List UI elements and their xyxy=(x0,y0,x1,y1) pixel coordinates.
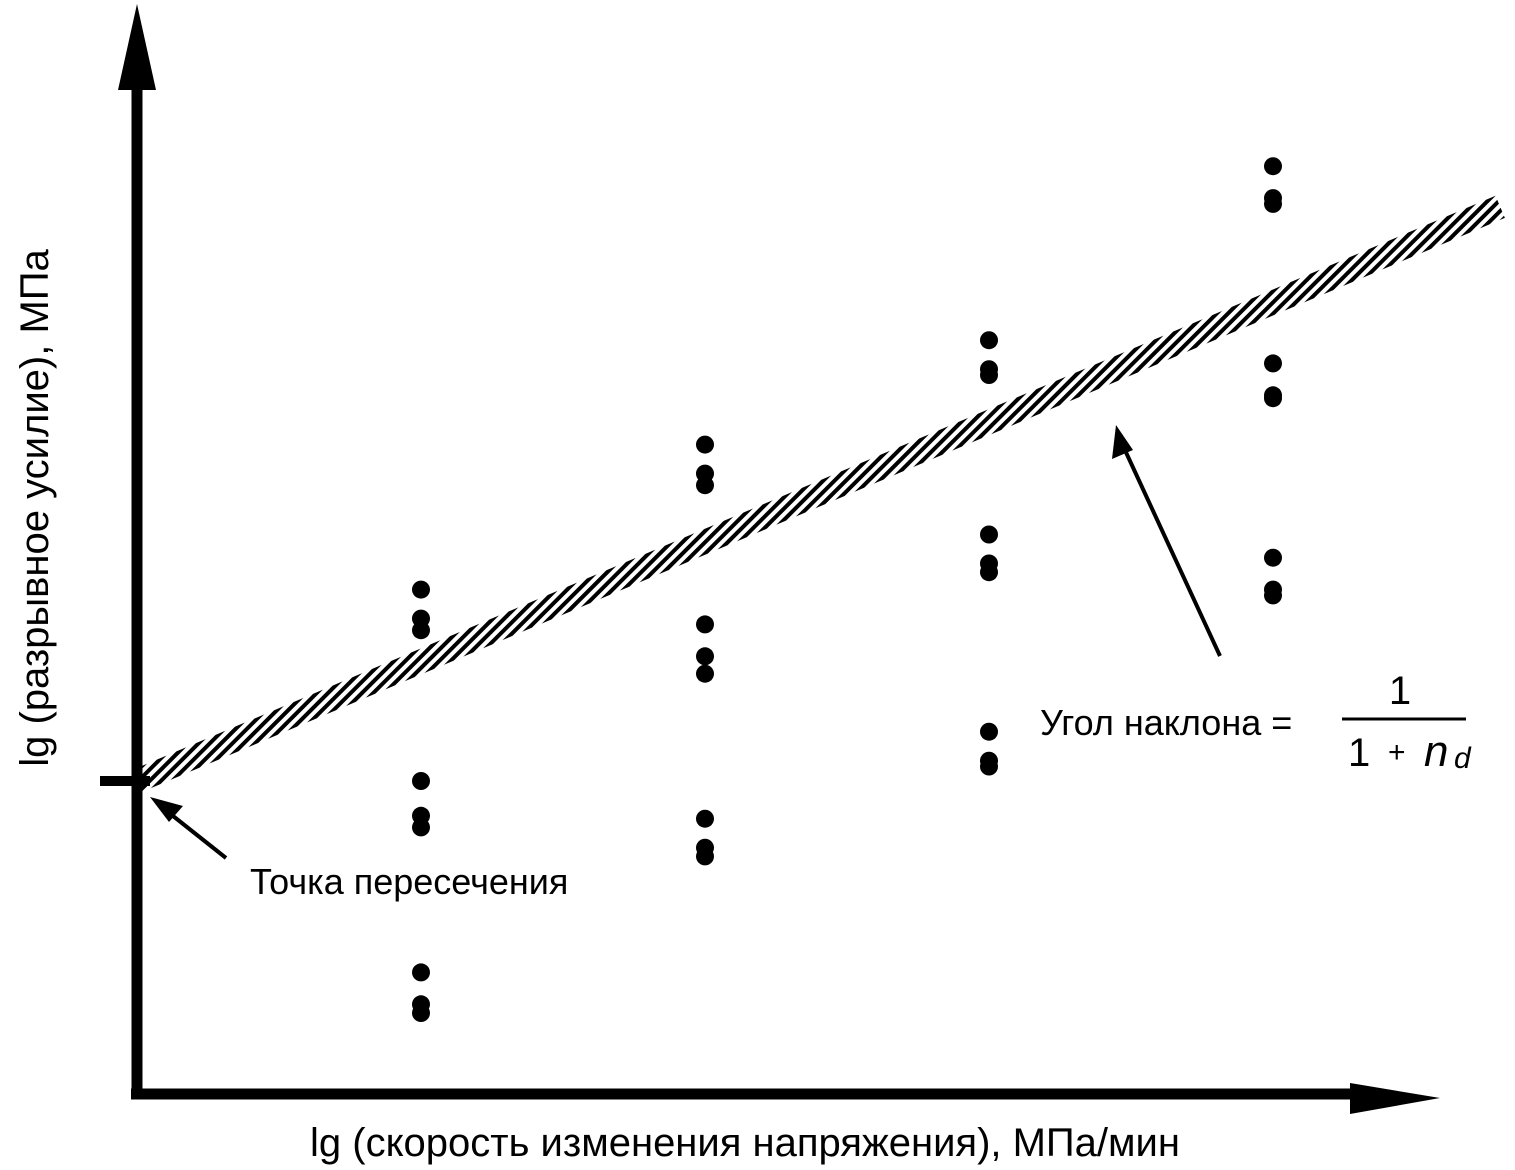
data-point xyxy=(1264,586,1282,605)
fit-line-band xyxy=(132,195,1505,793)
data-point xyxy=(1264,194,1282,213)
data-point xyxy=(412,963,430,982)
data-point xyxy=(1264,354,1282,373)
data-point xyxy=(696,476,714,495)
slope-label: Угол наклона = xyxy=(1040,702,1292,743)
data-point xyxy=(412,621,430,640)
data-point xyxy=(1264,389,1282,408)
data-point xyxy=(980,331,998,350)
data-point xyxy=(696,847,714,866)
slope-denominator-n: n xyxy=(1424,727,1448,776)
x-axis-arrowhead xyxy=(1350,1083,1440,1114)
data-point xyxy=(1264,157,1282,176)
data-point xyxy=(412,1004,430,1022)
data-point xyxy=(980,722,998,741)
fit-line xyxy=(132,195,1505,793)
y-axis-arrowhead xyxy=(118,4,156,90)
data-point xyxy=(980,757,998,776)
y-axis-title: lg (разрывное усилие), МПа xyxy=(13,248,57,766)
data-point xyxy=(980,563,998,582)
data-point xyxy=(412,580,430,599)
data-point xyxy=(696,664,714,683)
slope-arrow-shaft xyxy=(1122,447,1222,657)
data-point xyxy=(1264,548,1282,567)
data-point xyxy=(696,435,714,454)
data-point xyxy=(980,525,998,544)
data-point xyxy=(412,818,430,837)
data-point xyxy=(980,366,998,384)
slope-denominator-plus: + xyxy=(1388,736,1406,769)
intercept-arrowhead xyxy=(150,797,183,822)
data-point xyxy=(696,615,714,634)
slope-arrowhead xyxy=(1112,425,1133,459)
x-axis-title: lg (скорость изменения напряжения), МПа/… xyxy=(310,1121,1180,1165)
data-point xyxy=(696,809,714,828)
data-point xyxy=(696,647,714,666)
slope-denominator-one: 1 xyxy=(1348,731,1370,775)
data-point xyxy=(412,772,430,790)
slope-denominator-subscript: d xyxy=(1454,742,1472,775)
intercept-arrow-shaft xyxy=(166,810,228,860)
intercept-label: Точка пересечения xyxy=(250,861,568,902)
scatter-points xyxy=(412,157,1282,1022)
slope-numerator: 1 xyxy=(1389,669,1411,713)
